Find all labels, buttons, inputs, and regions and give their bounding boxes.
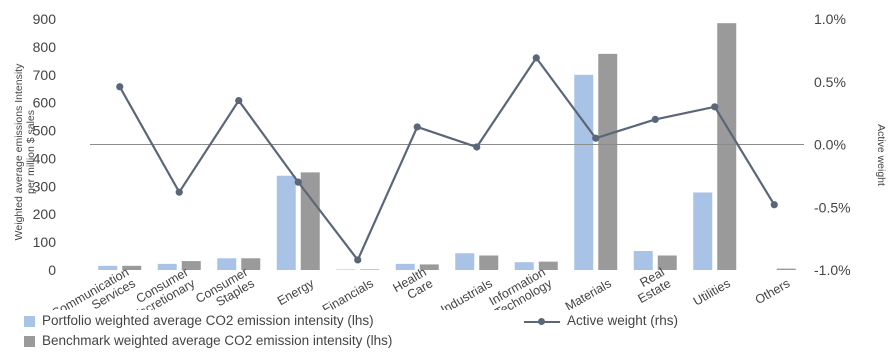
legend-item-portfolio: Portfolio weighted average CO2 emission … — [24, 311, 524, 331]
category-label-6: Industrials — [438, 276, 494, 310]
legend-item-active-weight: Active weight (rhs) — [524, 311, 678, 331]
legend-label-benchmark: Benchmark weighted average CO2 emission … — [42, 333, 393, 348]
portfolio-bar-5 — [395, 263, 415, 270]
category-labels: CommunicationServicesConsumerDiscretiona… — [49, 265, 792, 310]
benchmark-bar-5 — [419, 264, 439, 270]
active-weight-point-8 — [592, 134, 600, 142]
left-axis-title-line-1: Weighted average emissions Intensity — [13, 63, 25, 240]
left-axis-ticks: 0 100 200 300 400 500 600 700 800 900 — [33, 11, 57, 278]
portfolio-bar-9 — [633, 251, 653, 270]
legend-swatch-portfolio — [24, 315, 35, 327]
legend-row-1: Portfolio weighted average CO2 emission … — [24, 311, 678, 331]
right-tick-label-4: 1.0% — [814, 11, 846, 27]
left-tick-label-8: 800 — [33, 39, 57, 55]
left-tick-label-7: 700 — [33, 67, 57, 83]
benchmark-bar-7 — [538, 261, 558, 270]
benchmark-bar-9 — [657, 255, 677, 270]
legend: Portfolio weighted average CO2 emission … — [24, 311, 678, 351]
category-label-4: Financials — [320, 276, 376, 310]
benchmark-bar-4 — [360, 269, 380, 270]
category-label-9: RealEstate — [629, 265, 673, 306]
left-tick-label-2: 200 — [33, 206, 57, 222]
chart: 0 100 200 300 400 500 600 700 800 900 -1.0% -0.5% 0… — [13, 11, 887, 310]
right-tick-label-2: 0.0% — [814, 137, 846, 153]
benchmark-bar-3 — [300, 172, 320, 270]
left-tick-label-6: 600 — [33, 95, 57, 111]
portfolio-bar-3 — [276, 175, 296, 270]
benchmark-bar-0 — [122, 265, 142, 270]
benchmark-bar-10 — [717, 23, 737, 270]
legend-row-2: Benchmark weighted average CO2 emission … — [24, 331, 678, 351]
legend-item-benchmark: Benchmark weighted average CO2 emission … — [24, 331, 392, 351]
category-label-10: Utilities — [691, 276, 733, 308]
right-axis-ticks: -1.0% -0.5% 0.0% 0.5% 1.0% — [814, 11, 851, 278]
active-weight-point-4 — [354, 256, 362, 264]
left-tick-label-4: 400 — [33, 150, 57, 166]
category-label-3: Energy — [275, 276, 317, 308]
left-axis-title-line-2: per million $ sales — [25, 110, 37, 194]
left-tick-label-5: 500 — [33, 123, 57, 139]
active-weight-point-10 — [711, 103, 719, 111]
active-weight-point-5 — [413, 123, 421, 131]
category-label-2: ConsumerStaples — [193, 265, 256, 310]
active-weight-point-3 — [294, 178, 302, 186]
active-weight-point-1 — [175, 188, 183, 196]
active-weight-point-2 — [235, 96, 243, 105]
active-weight-point-11 — [770, 201, 778, 209]
category-label-5: HealthCare — [390, 265, 435, 306]
left-tick-label-3: 300 — [33, 178, 57, 194]
category-label-11: Others — [753, 276, 792, 307]
portfolio-bar-2 — [217, 258, 237, 270]
portfolio-bar-8 — [574, 74, 594, 271]
active-weight-line — [118, 55, 776, 263]
active-weight-point-0 — [116, 83, 124, 91]
legend-swatch-benchmark — [24, 335, 35, 347]
legend-line-icon — [524, 316, 560, 327]
portfolio-bar-6 — [455, 253, 475, 270]
right-tick-label-1: -0.5% — [814, 199, 851, 215]
left-tick-label-1: 100 — [33, 234, 57, 250]
portfolio-bar-4 — [336, 269, 356, 270]
right-tick-label-0: -1.0% — [814, 262, 851, 278]
portfolio-bar-0 — [98, 265, 118, 270]
active-weight-line-layer — [116, 54, 778, 264]
benchmark-bar-6 — [479, 255, 499, 270]
left-tick-label-9: 900 — [33, 11, 57, 27]
portfolio-bar-7 — [514, 262, 534, 270]
portfolio-bar-10 — [693, 192, 713, 270]
category-label-0: CommunicationServices — [49, 265, 138, 310]
active-weight-point-9 — [651, 115, 659, 123]
active-weight-point-7 — [532, 54, 540, 62]
right-axis-title: Active weight — [875, 124, 887, 186]
legend-label-active-weight: Active weight (rhs) — [567, 313, 679, 328]
category-label-8: Materials — [563, 276, 614, 310]
benchmark-bar-11 — [776, 268, 796, 270]
left-tick-label-0: 0 — [48, 262, 56, 278]
bars-layer — [98, 23, 796, 271]
benchmark-bar-2 — [241, 258, 261, 270]
benchmark-bar-8 — [598, 53, 618, 270]
benchmark-bar-1 — [181, 261, 201, 270]
active-weight-point-6 — [473, 143, 481, 151]
right-tick-label-3: 0.5% — [814, 74, 846, 90]
legend-label-portfolio: Portfolio weighted average CO2 emission … — [42, 313, 374, 328]
portfolio-bar-1 — [157, 263, 177, 270]
category-label-7: InformationTechnology — [486, 265, 555, 310]
